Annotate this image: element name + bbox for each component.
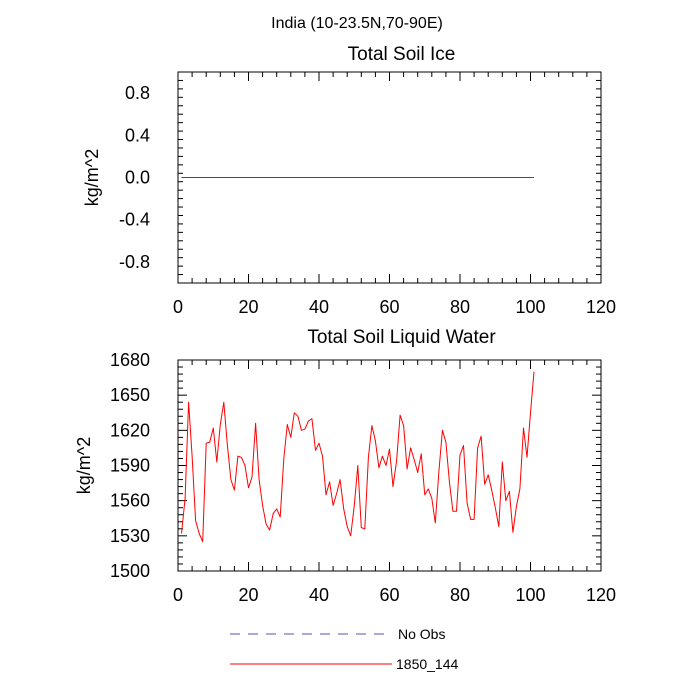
x-tick-label: 40 bbox=[309, 585, 329, 605]
y-tick-label: 0.4 bbox=[125, 125, 150, 145]
y-tick-label: -0.4 bbox=[119, 210, 150, 230]
legend: No Obs 1850_144 bbox=[230, 626, 459, 672]
legend-label-no-obs: No Obs bbox=[398, 626, 445, 642]
y-tick-label: 0.8 bbox=[125, 83, 150, 103]
panel-total-soil-ice: Total Soil Ice kg/m^2 0 20 40 60 80 100 120 -0.8 -… bbox=[82, 44, 616, 317]
y-tick-label: 1620 bbox=[110, 420, 150, 440]
x-tick-label: 40 bbox=[309, 297, 329, 317]
x-tick-label: 120 bbox=[586, 297, 616, 317]
x-tick-label: 20 bbox=[238, 297, 258, 317]
x-tick-label: 60 bbox=[379, 585, 399, 605]
panel-title: Total Soil Liquid Water bbox=[307, 327, 496, 348]
plot-frame bbox=[177, 359, 602, 572]
x-tick-label: 0 bbox=[173, 585, 183, 605]
x-tick-label: 100 bbox=[515, 297, 545, 317]
x-tick-label: 100 bbox=[515, 585, 545, 605]
x-tick-label: 0 bbox=[173, 297, 183, 317]
tick-marks bbox=[177, 71, 602, 284]
figure-suptitle: India (10-23.5N,70-90E) bbox=[271, 15, 443, 32]
series-line-1850_144 bbox=[181, 371, 535, 543]
x-tick-label: 20 bbox=[238, 585, 258, 605]
y-axis-label: kg/m^2 bbox=[74, 437, 94, 494]
y-axis-label: kg/m^2 bbox=[82, 149, 102, 206]
y-tick-label: -0.8 bbox=[119, 252, 150, 272]
panel-title: Total Soil Ice bbox=[348, 44, 456, 65]
tick-marks bbox=[177, 359, 602, 572]
legend-label-1850-144: 1850_144 bbox=[396, 656, 459, 672]
y-tick-label: 1560 bbox=[110, 491, 150, 511]
y-tick-label: 1500 bbox=[110, 561, 150, 581]
x-tick-label: 60 bbox=[379, 297, 399, 317]
y-tick-label: 1680 bbox=[110, 350, 150, 370]
y-tick-label: 1590 bbox=[110, 456, 150, 476]
y-tick-label: 1530 bbox=[110, 526, 150, 546]
y-tick-label: 0.0 bbox=[125, 168, 150, 188]
panel-total-soil-liquid-water: Total Soil Liquid Water kg/m^2 0 20 40 60 80 10… bbox=[74, 327, 616, 605]
y-tick-label: 1650 bbox=[110, 385, 150, 405]
x-tick-label: 120 bbox=[586, 585, 616, 605]
x-tick-label: 80 bbox=[450, 585, 470, 605]
x-tick-label: 80 bbox=[450, 297, 470, 317]
